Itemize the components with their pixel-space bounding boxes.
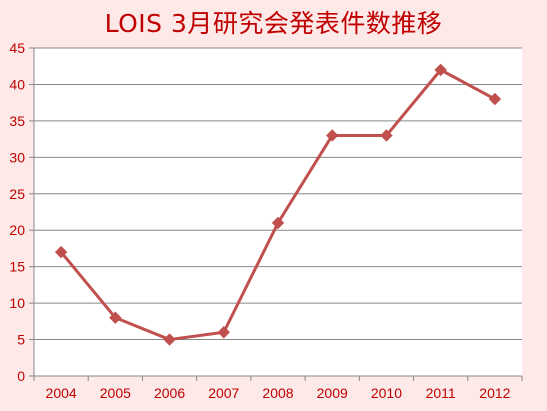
data-point-2010 — [380, 129, 393, 142]
y-tick-label: 40 — [9, 76, 25, 92]
x-tick-label: 2012 — [479, 385, 510, 401]
x-tick-label: 2007 — [208, 385, 239, 401]
chart-title: LOIS 3月研究会発表件数推移 — [104, 9, 443, 38]
y-tick-label: 30 — [9, 149, 25, 165]
x-tick-label: 2010 — [371, 385, 402, 401]
y-tick-label: 25 — [9, 186, 25, 202]
x-tick-labels: 2004 2005 2006 2007 2008 2009 2010 2011 2012 — [46, 385, 511, 401]
x-tick-label: 2011 — [426, 385, 456, 401]
x-tick-label: 2005 — [100, 385, 131, 401]
grid-lines — [29, 47, 522, 377]
plot-background — [34, 48, 522, 376]
y-tick-label: 35 — [9, 113, 25, 129]
x-tick-label: 2004 — [46, 385, 77, 401]
series — [54, 63, 502, 346]
data-point-2005 — [109, 311, 122, 324]
data-point-2011 — [434, 63, 447, 77]
y-tick-label: 10 — [9, 295, 25, 311]
y-tick-labels: 0 5 10 15 20 25 30 35 40 45 — [9, 40, 25, 384]
data-point-2004 — [54, 245, 68, 259]
axes — [33, 48, 523, 381]
y-tick-label: 45 — [9, 40, 25, 56]
data-point-2009 — [326, 129, 339, 142]
y-tick-label: 20 — [9, 222, 25, 238]
y-tick-label: 5 — [17, 332, 25, 348]
data-point-2012 — [488, 92, 502, 106]
x-tick-label: 2006 — [154, 385, 185, 401]
data-point-2006 — [163, 333, 176, 346]
x-tick-label: 2009 — [317, 385, 348, 401]
y-tick-label: 15 — [9, 259, 25, 275]
x-tick-label: 2008 — [262, 385, 293, 401]
y-tick-label: 0 — [17, 368, 25, 384]
data-point-2008 — [271, 216, 285, 230]
data-point-2007 — [217, 326, 230, 339]
